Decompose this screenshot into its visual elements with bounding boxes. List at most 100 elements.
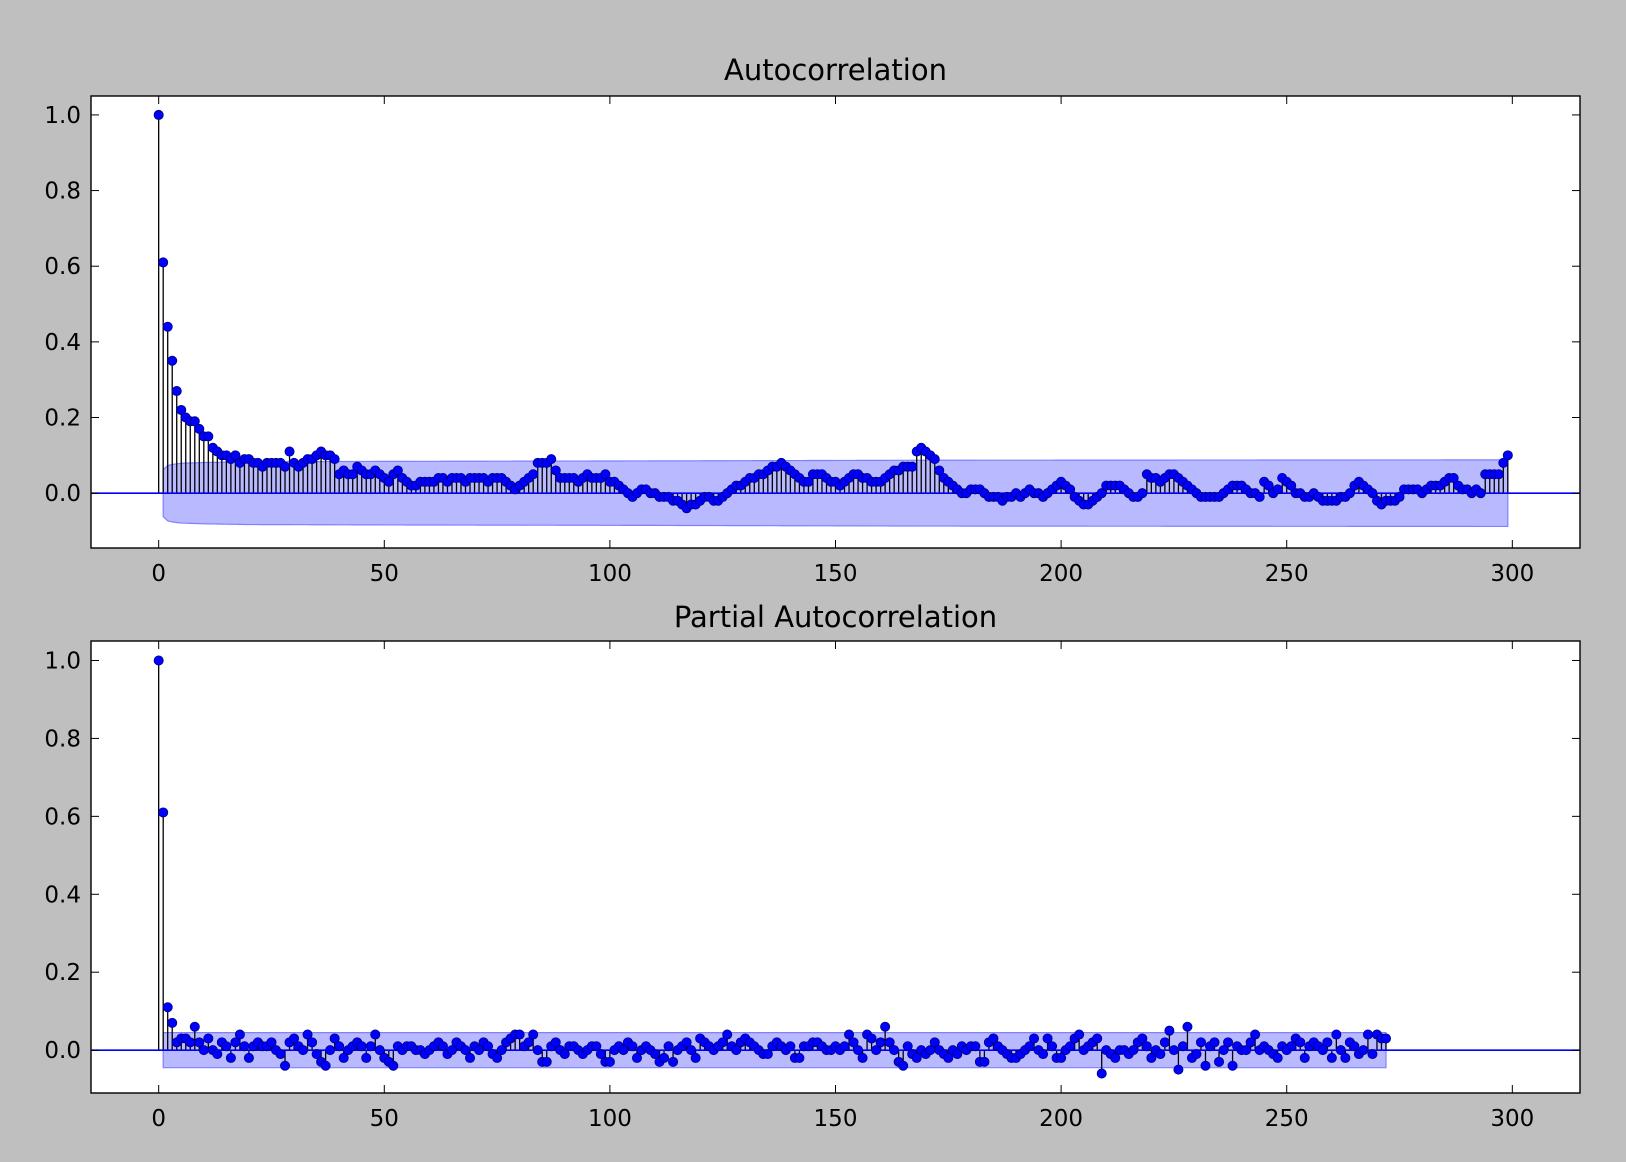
data-point	[1245, 1037, 1256, 1048]
data-point	[1295, 1037, 1306, 1048]
data-point	[234, 1029, 245, 1040]
data-point	[871, 1045, 882, 1056]
y-tick-label: 0.8	[44, 179, 81, 205]
data-point	[338, 1052, 349, 1063]
data-point	[1335, 1045, 1346, 1056]
data-point	[1214, 1056, 1225, 1067]
data-point	[595, 1049, 606, 1060]
data-point	[970, 1041, 981, 1052]
data-point	[1317, 1045, 1328, 1056]
data-point	[1146, 1052, 1157, 1063]
data-point	[591, 1041, 602, 1052]
data-point	[1110, 1052, 1121, 1063]
data-point	[1168, 1045, 1179, 1056]
data-point	[1177, 1041, 1188, 1052]
data-point	[1173, 1064, 1184, 1075]
data-point	[898, 1060, 909, 1071]
data-point	[546, 454, 557, 465]
data-point	[731, 1045, 742, 1056]
data-point	[1218, 1045, 1229, 1056]
data-point	[523, 1037, 534, 1048]
data-point	[492, 1052, 503, 1063]
data-point	[1358, 1045, 1369, 1056]
data-point	[153, 655, 164, 666]
data-point	[388, 1060, 399, 1071]
data-point	[988, 1033, 999, 1044]
data-point	[880, 1021, 891, 1032]
data-point	[1137, 488, 1148, 499]
data-point	[659, 1052, 670, 1063]
data-point	[212, 1049, 223, 1060]
data-point	[1042, 1033, 1053, 1044]
data-point	[857, 1052, 868, 1063]
data-point	[1394, 491, 1405, 502]
x-tick-label: 0	[151, 561, 166, 587]
data-point	[889, 1045, 900, 1056]
data-point	[311, 1049, 322, 1060]
data-point	[1299, 1052, 1310, 1063]
y-tick-label: 0.6	[44, 804, 81, 830]
data-point	[230, 1037, 241, 1048]
data-point	[1223, 1037, 1234, 1048]
data-point	[221, 1041, 232, 1052]
data-point	[1137, 1033, 1148, 1044]
data-point	[496, 1045, 507, 1056]
panel-acf: 0 50 100 150 200 250 300 0.0 0.2 0.4 0.6 0.8 1.0 Auto…	[44, 53, 1581, 587]
data-point	[446, 1045, 457, 1056]
x-tick-label: 50	[370, 561, 399, 587]
data-point	[929, 1037, 940, 1048]
markers	[153, 109, 1513, 514]
data-point	[284, 446, 295, 457]
data-point	[289, 1033, 300, 1044]
x-tick-label: 150	[814, 1106, 858, 1132]
data-point	[1096, 1068, 1107, 1079]
data-point	[1263, 480, 1274, 491]
data-point	[280, 1060, 291, 1071]
data-point	[848, 1037, 859, 1048]
data-point	[1502, 450, 1513, 461]
data-point	[717, 1037, 728, 1048]
data-point	[686, 1045, 697, 1056]
data-point	[302, 1029, 313, 1040]
data-point	[465, 1052, 476, 1063]
data-point	[627, 1041, 638, 1052]
data-point	[243, 1052, 254, 1063]
x-tick-label: 50	[370, 1106, 399, 1132]
data-point	[528, 469, 539, 480]
data-point	[853, 1045, 864, 1056]
y-tick-label: 0.4	[44, 882, 81, 908]
data-point	[1254, 491, 1265, 502]
data-point	[203, 1033, 214, 1044]
data-point	[1344, 488, 1355, 499]
data-point	[225, 1052, 236, 1063]
x-tick-label: 150	[814, 561, 858, 587]
y-tick-label: 0.2	[44, 960, 81, 986]
data-point	[307, 1037, 318, 1048]
data-point	[762, 1049, 773, 1060]
y-tick-label: 0.4	[44, 330, 81, 356]
data-point	[911, 1052, 922, 1063]
data-point	[1380, 1033, 1391, 1044]
data-point	[875, 1037, 886, 1048]
data-point	[392, 465, 403, 476]
data-point	[1047, 1041, 1058, 1052]
data-point	[929, 454, 940, 465]
data-point	[532, 1045, 543, 1056]
data-point	[1128, 1045, 1139, 1056]
data-point	[631, 1052, 642, 1063]
data-point	[194, 423, 205, 434]
x-tick-label: 200	[1039, 561, 1083, 587]
data-point	[483, 1041, 494, 1052]
data-point	[239, 1041, 250, 1052]
data-point	[1182, 1021, 1193, 1032]
data-point	[690, 1052, 701, 1063]
data-point	[1029, 1033, 1040, 1044]
data-point	[1367, 1049, 1378, 1060]
data-point	[979, 1056, 990, 1067]
x-tick-label: 0	[151, 1106, 166, 1132]
x-tick-label: 250	[1265, 561, 1309, 587]
data-point	[1367, 488, 1378, 499]
data-point	[334, 1041, 345, 1052]
data-point	[934, 465, 945, 476]
